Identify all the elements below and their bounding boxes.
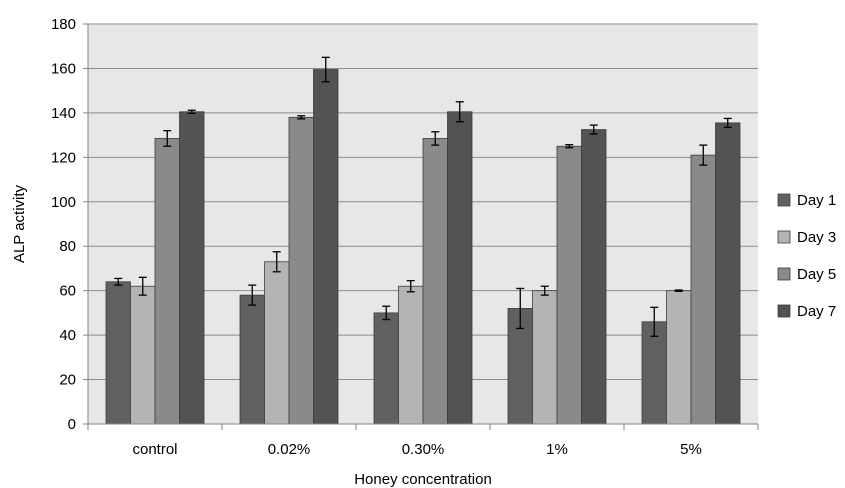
legend-label: Day 3 (797, 229, 836, 246)
bars (105, 69, 741, 425)
error-bar-day-7-3 (589, 124, 598, 135)
y-tick-label: 140 (51, 105, 76, 122)
bar-day-3-4 (666, 290, 692, 425)
bar-day-5-1 (288, 116, 314, 425)
x-tick-label: 0.02% (268, 441, 311, 458)
legend-item-day-7: Day 7 (777, 303, 836, 320)
legend-swatch (777, 267, 791, 281)
bar-day-3-2 (398, 285, 424, 425)
y-tick-label: 120 (51, 149, 76, 166)
y-tick-label: 40 (59, 327, 76, 344)
error-bar-day-3-1 (272, 251, 281, 273)
legend-item-day-3: Day 3 (777, 229, 836, 246)
bar-day-7-4 (715, 122, 741, 425)
legend-swatch (777, 230, 791, 244)
bar-day-7-1 (313, 69, 339, 425)
bar-day-1-2 (373, 312, 399, 425)
legend: Day 1 Day 3 Day 5 Day 7 (777, 192, 836, 320)
bar-day-5-4 (690, 154, 716, 425)
bar-day-3-3 (532, 290, 558, 425)
error-bar-day-1-2 (382, 305, 391, 321)
legend-swatch (777, 193, 791, 207)
x-tick-labels: control 0.02% 0.30% 1% 5% (87, 424, 759, 458)
error-bar-day-7-4 (723, 117, 732, 128)
error-bar-day-1-1 (248, 284, 257, 306)
bar-day-7-0 (179, 111, 205, 425)
error-bar-day-3-0 (138, 276, 147, 296)
bar-day-5-3 (556, 145, 582, 425)
y-tick-label: 180 (51, 16, 76, 33)
bar-day-5-2 (422, 138, 448, 425)
y-tick-labels: 0 20 40 60 80 100 120 140 160 180 (51, 16, 88, 433)
x-tick-label: control (132, 441, 177, 458)
bar-day-1-4 (641, 321, 667, 425)
legend-label: Day 7 (797, 303, 836, 320)
axes (87, 24, 758, 425)
legend-label: Day 1 (797, 192, 836, 209)
error-bar-day-5-1 (297, 115, 306, 120)
bar-day-1-0 (105, 281, 131, 425)
y-axis-title: ALP activity (11, 184, 28, 263)
error-bar-day-7-0 (187, 109, 196, 114)
x-tick-label: 5% (680, 441, 702, 458)
y-tick-label: 60 (59, 283, 76, 300)
y-tick-label: 80 (59, 238, 76, 255)
bar-day-5-0 (154, 138, 180, 425)
error-bar-day-3-3 (540, 285, 549, 296)
legend-label: Day 5 (797, 266, 836, 283)
error-bar-day-5-4 (699, 144, 708, 166)
bar-day-3-0 (130, 285, 156, 425)
bar-day-7-3 (581, 129, 607, 425)
error-bar-day-1-4 (650, 306, 659, 337)
error-bar-day-5-2 (431, 131, 440, 146)
error-bar-day-1-3 (516, 287, 525, 330)
x-tick-label: 0.30% (402, 441, 445, 458)
legend-swatch (777, 304, 791, 318)
error-bar-day-5-3 (565, 144, 574, 149)
x-tick-label: 1% (546, 441, 568, 458)
error-bar-day-1-0 (114, 277, 123, 286)
y-tick-label: 160 (51, 60, 76, 77)
bar-day-1-1 (239, 294, 265, 425)
error-bar-day-3-4 (674, 289, 683, 292)
error-bars (114, 56, 732, 337)
error-bar-day-3-2 (406, 280, 415, 293)
error-bar-day-7-2 (455, 101, 464, 123)
bar-day-7-2 (447, 111, 473, 425)
legend-item-day-5: Day 5 (777, 266, 836, 283)
bar-day-3-1 (264, 261, 290, 425)
y-tick-label: 0 (68, 416, 76, 433)
y-tick-label: 100 (51, 194, 76, 211)
x-axis-title: Honey concentration (354, 471, 492, 488)
y-tick-label: 20 (59, 372, 76, 389)
error-bar-day-7-1 (321, 56, 330, 83)
legend-item-day-1: Day 1 (777, 192, 836, 209)
error-bar-day-5-0 (163, 130, 172, 147)
